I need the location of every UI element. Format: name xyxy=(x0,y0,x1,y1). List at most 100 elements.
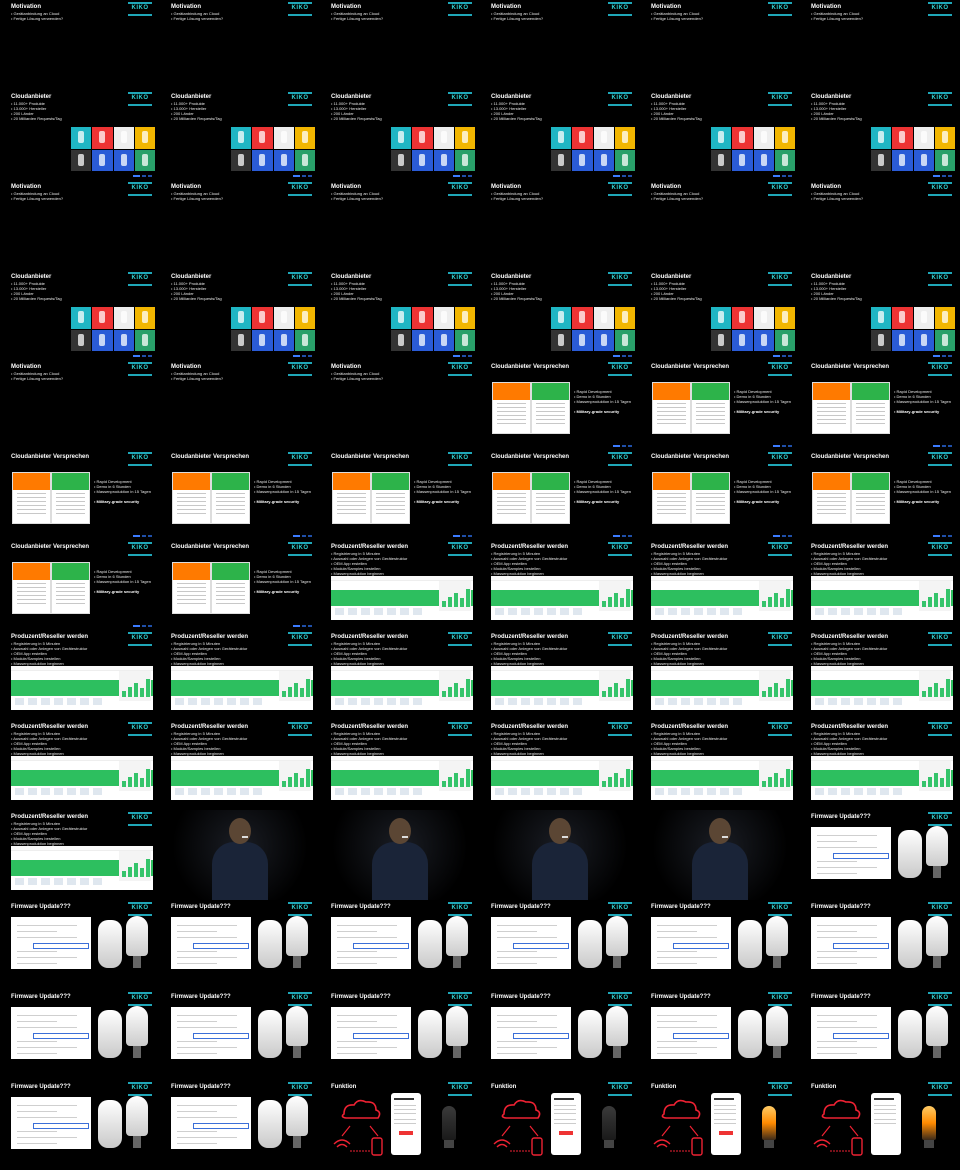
slide-thumbnail[interactable]: Cloudanbieter Versprechen KIKO • Rapid Dev… xyxy=(800,360,960,450)
slide-title: Produzent/Reseller werden xyxy=(331,544,409,550)
slide-thumbnail[interactable]: Cloudanbieter Versprechen KIKO • Rapid Dev… xyxy=(480,360,640,450)
app-line xyxy=(714,1119,736,1120)
logo-bar xyxy=(608,194,632,196)
slide-thumbnail[interactable]: Produzent/Reseller werden KIKO • Registrie… xyxy=(0,720,160,810)
slide-thumbnail[interactable]: Produzent/Reseller werden KIKO • Registrie… xyxy=(640,540,800,630)
slide-thumbnail[interactable]: Firmware Update??? KIKO xyxy=(0,900,160,990)
slide-thumbnail[interactable]: Firmware Update??? KIKO xyxy=(800,900,960,990)
bullet-item: • Fertige Lösung verwenden? xyxy=(811,196,864,201)
slide-thumbnail[interactable]: Produzent/Reseller werden KIKO • Registrie… xyxy=(320,540,480,630)
slide-thumbnail[interactable]: Cloudanbieter Versprechen KIKO • Rapid Dev… xyxy=(160,540,320,630)
slide-thumbnail[interactable]: Produzent/Reseller werden KIKO • Registrie… xyxy=(320,630,480,720)
slide-thumbnail[interactable]: Cloudanbieter Versprechen KIKO • Rapid Dev… xyxy=(0,540,160,630)
dashboard-tile xyxy=(253,788,262,795)
slide-thumbnail[interactable]: Motivation KIKO • Gerätanbindung an Cloud •… xyxy=(0,180,160,270)
slide-thumbnail[interactable]: Produzent/Reseller werden KIKO • Registrie… xyxy=(800,630,960,720)
slide-thumbnail[interactable]: Motivation KIKO • Gerätanbindung an Cloud •… xyxy=(640,0,800,90)
slide-thumbnail[interactable]: Motivation KIKO • Gerätanbindung an Cloud •… xyxy=(160,180,320,270)
slide-thumbnail[interactable]: Motivation KIKO • Gerätanbindung an Cloud •… xyxy=(800,180,960,270)
dialog-row xyxy=(497,963,537,964)
app-screenshot xyxy=(391,1093,421,1155)
slide-thumbnail[interactable]: Firmware Update??? KIKO xyxy=(320,900,480,990)
slide-thumbnail[interactable]: Firmware Update??? KIKO xyxy=(480,900,640,990)
pager-dot xyxy=(293,625,300,627)
slide-thumbnail[interactable]: Cloudanbieter KIKO • 11.000+ Produkte • 13.… xyxy=(320,270,480,360)
slide-thumbnail[interactable]: Cloudanbieter Versprechen KIKO • Rapid Dev… xyxy=(0,450,160,540)
slide-thumbnail[interactable]: Firmware Update??? KIKO xyxy=(160,1080,320,1170)
slide-thumbnail[interactable]: Produzent/Reseller werden KIKO • Registrie… xyxy=(0,630,160,720)
slide-thumbnail[interactable]: Cloudanbieter Versprechen KIKO • Rapid Dev… xyxy=(480,450,640,540)
slide-thumbnail[interactable]: Motivation KIKO • Gerätanbindung an Cloud •… xyxy=(0,0,160,90)
slide-thumbnail[interactable]: Cloudanbieter KIKO • 11.000+ Produkte • 13.… xyxy=(800,90,960,180)
app-line xyxy=(714,1109,736,1110)
bullet-item: • Registrierung in 5 Minuten xyxy=(491,731,541,736)
slide-thumbnail[interactable]: Produzent/Reseller werden KIKO • Registrie… xyxy=(800,540,960,630)
slide-thumbnail[interactable]: Cloudanbieter KIKO • 11.000+ Produkte • 13.… xyxy=(160,90,320,180)
slide-thumbnail[interactable]: Produzent/Reseller werden KIKO • Registrie… xyxy=(0,810,160,900)
slide-thumbnail[interactable]: Cloudanbieter KIKO • 11.000+ Produkte • 13.… xyxy=(480,90,640,180)
slide-thumbnail[interactable]: Produzent/Reseller werden KIKO • Registrie… xyxy=(480,720,640,810)
slide-thumbnail[interactable]: Firmware Update??? KIKO xyxy=(0,990,160,1080)
slide-thumbnail[interactable]: Motivation KIKO • Gerätanbindung an Cloud •… xyxy=(0,360,160,450)
logo-bar xyxy=(448,992,472,994)
slide-thumbnail[interactable]: Motivation KIKO • Gerätanbindung an Cloud •… xyxy=(160,0,320,90)
slide-thumbnail[interactable]: Cloudanbieter Versprechen KIKO • Rapid Dev… xyxy=(640,360,800,450)
brand-logo-icon: KIKO xyxy=(448,722,472,737)
slide-thumbnail[interactable]: Cloudanbieter Versprechen KIKO • Rapid Dev… xyxy=(800,450,960,540)
slide-thumbnail[interactable]: Funktion KIKO xyxy=(480,1080,640,1170)
slide-thumbnail[interactable]: Firmware Update??? KIKO xyxy=(160,900,320,990)
slide-thumbnail[interactable]: Firmware Update??? KIKO xyxy=(160,990,320,1080)
slide-thumbnail[interactable]: Motivation KIKO • Gerätanbindung an Cloud •… xyxy=(480,0,640,90)
slide-thumbnail[interactable]: Cloudanbieter KIKO • 11.000+ Produkte • 13.… xyxy=(320,90,480,180)
chart-bar xyxy=(614,773,618,787)
slide-thumbnail[interactable]: Firmware Update??? KIKO xyxy=(800,810,960,900)
chart-bar xyxy=(300,778,304,787)
slide-thumbnail[interactable]: Cloudanbieter KIKO • 11.000+ Produkte • 13.… xyxy=(480,270,640,360)
slide-thumbnail[interactable]: Cloudanbieter Versprechen KIKO • Rapid Dev… xyxy=(160,450,320,540)
slide-thumbnail[interactable]: Cloudanbieter Versprechen KIKO • Rapid Dev… xyxy=(320,450,480,540)
slide-thumbnail[interactable]: Motivation KIKO • Gerätanbindung an Cloud •… xyxy=(800,0,960,90)
logo-bar xyxy=(448,374,472,376)
slide-thumbnail[interactable]: Motivation KIKO • Gerätanbindung an Cloud •… xyxy=(320,360,480,450)
slide-thumbnail[interactable]: Firmware Update??? KIKO xyxy=(0,1080,160,1170)
slide-thumbnail[interactable]: Motivation KIKO • Gerätanbindung an Cloud •… xyxy=(320,0,480,90)
slide-thumbnail[interactable]: Cloudanbieter KIKO • 11.000+ Produkte • 13.… xyxy=(800,270,960,360)
bullet-item: • Massenproduktion beginnen xyxy=(811,751,864,756)
slide-thumbnail[interactable]: Cloudanbieter KIKO • 11.000+ Produkte • 13.… xyxy=(160,270,320,360)
slide-thumbnail[interactable]: Produzent/Reseller werden KIKO • Registrie… xyxy=(160,720,320,810)
slide-thumbnail[interactable]: Produzent/Reseller werden KIKO • Registrie… xyxy=(320,720,480,810)
logo-text: KIKO xyxy=(771,95,789,101)
slide-thumbnail[interactable]: Motivation KIKO • Gerätanbindung an Cloud •… xyxy=(480,180,640,270)
slide-thumbnail[interactable]: Produzent/Reseller werden KIKO • Registrie… xyxy=(480,540,640,630)
slide-thumbnail[interactable]: Produzent/Reseller werden KIKO • Registrie… xyxy=(800,720,960,810)
slide-thumbnail[interactable] xyxy=(320,810,480,900)
slide-thumbnail[interactable]: Produzent/Reseller werden KIKO • Registrie… xyxy=(160,630,320,720)
chart-bar xyxy=(466,679,470,697)
slide-thumbnail[interactable]: Firmware Update??? KIKO xyxy=(800,990,960,1080)
slide-thumbnail[interactable] xyxy=(480,810,640,900)
slide-thumbnail[interactable]: Cloudanbieter Versprechen KIKO • Rapid Dev… xyxy=(640,450,800,540)
dialog-row xyxy=(177,963,217,964)
bullet-list: • 11.000+ Produkte • 13.000+ Hersteller • … xyxy=(811,101,862,121)
slide-thumbnail[interactable]: Produzent/Reseller werden KIKO • Registrie… xyxy=(480,630,640,720)
slide-thumbnail[interactable]: Cloudanbieter KIKO • 11.000+ Produkte • 13.… xyxy=(0,90,160,180)
slide-thumbnail[interactable]: Funktion KIKO xyxy=(320,1080,480,1170)
slide-thumbnail[interactable]: Cloudanbieter KIKO • 11.000+ Produkte • 13.… xyxy=(640,270,800,360)
slide-thumbnail[interactable]: Motivation KIKO • Gerätanbindung an Cloud •… xyxy=(160,360,320,450)
slide-thumbnail[interactable]: Cloudanbieter KIKO • 11.000+ Produkte • 13.… xyxy=(0,270,160,360)
slide-thumbnail[interactable] xyxy=(640,810,800,900)
slide-thumbnail[interactable]: Firmware Update??? KIKO xyxy=(480,990,640,1080)
slide-thumbnail[interactable]: Firmware Update??? KIKO xyxy=(640,990,800,1080)
slide-thumbnail[interactable]: Funktion KIKO xyxy=(800,1080,960,1170)
slide-thumbnail[interactable]: Produzent/Reseller werden KIKO • Registrie… xyxy=(640,630,800,720)
slide-thumbnail[interactable]: Firmware Update??? KIKO xyxy=(640,900,800,990)
logo-bar xyxy=(928,284,952,286)
logo-bar xyxy=(128,722,152,724)
slide-thumbnail[interactable] xyxy=(160,810,320,900)
slide-thumbnail[interactable]: Firmware Update??? KIKO xyxy=(320,990,480,1080)
slide-thumbnail[interactable]: Funktion KIKO xyxy=(640,1080,800,1170)
slide-thumbnail[interactable]: Cloudanbieter KIKO • 11.000+ Produkte • 13.… xyxy=(640,90,800,180)
slide-thumbnail[interactable]: Motivation KIKO • Gerätanbindung an Cloud •… xyxy=(320,180,480,270)
slide-thumbnail[interactable]: Produzent/Reseller werden KIKO • Registrie… xyxy=(640,720,800,810)
slide-thumbnail[interactable]: Motivation KIKO • Gerätanbindung an Cloud •… xyxy=(640,180,800,270)
